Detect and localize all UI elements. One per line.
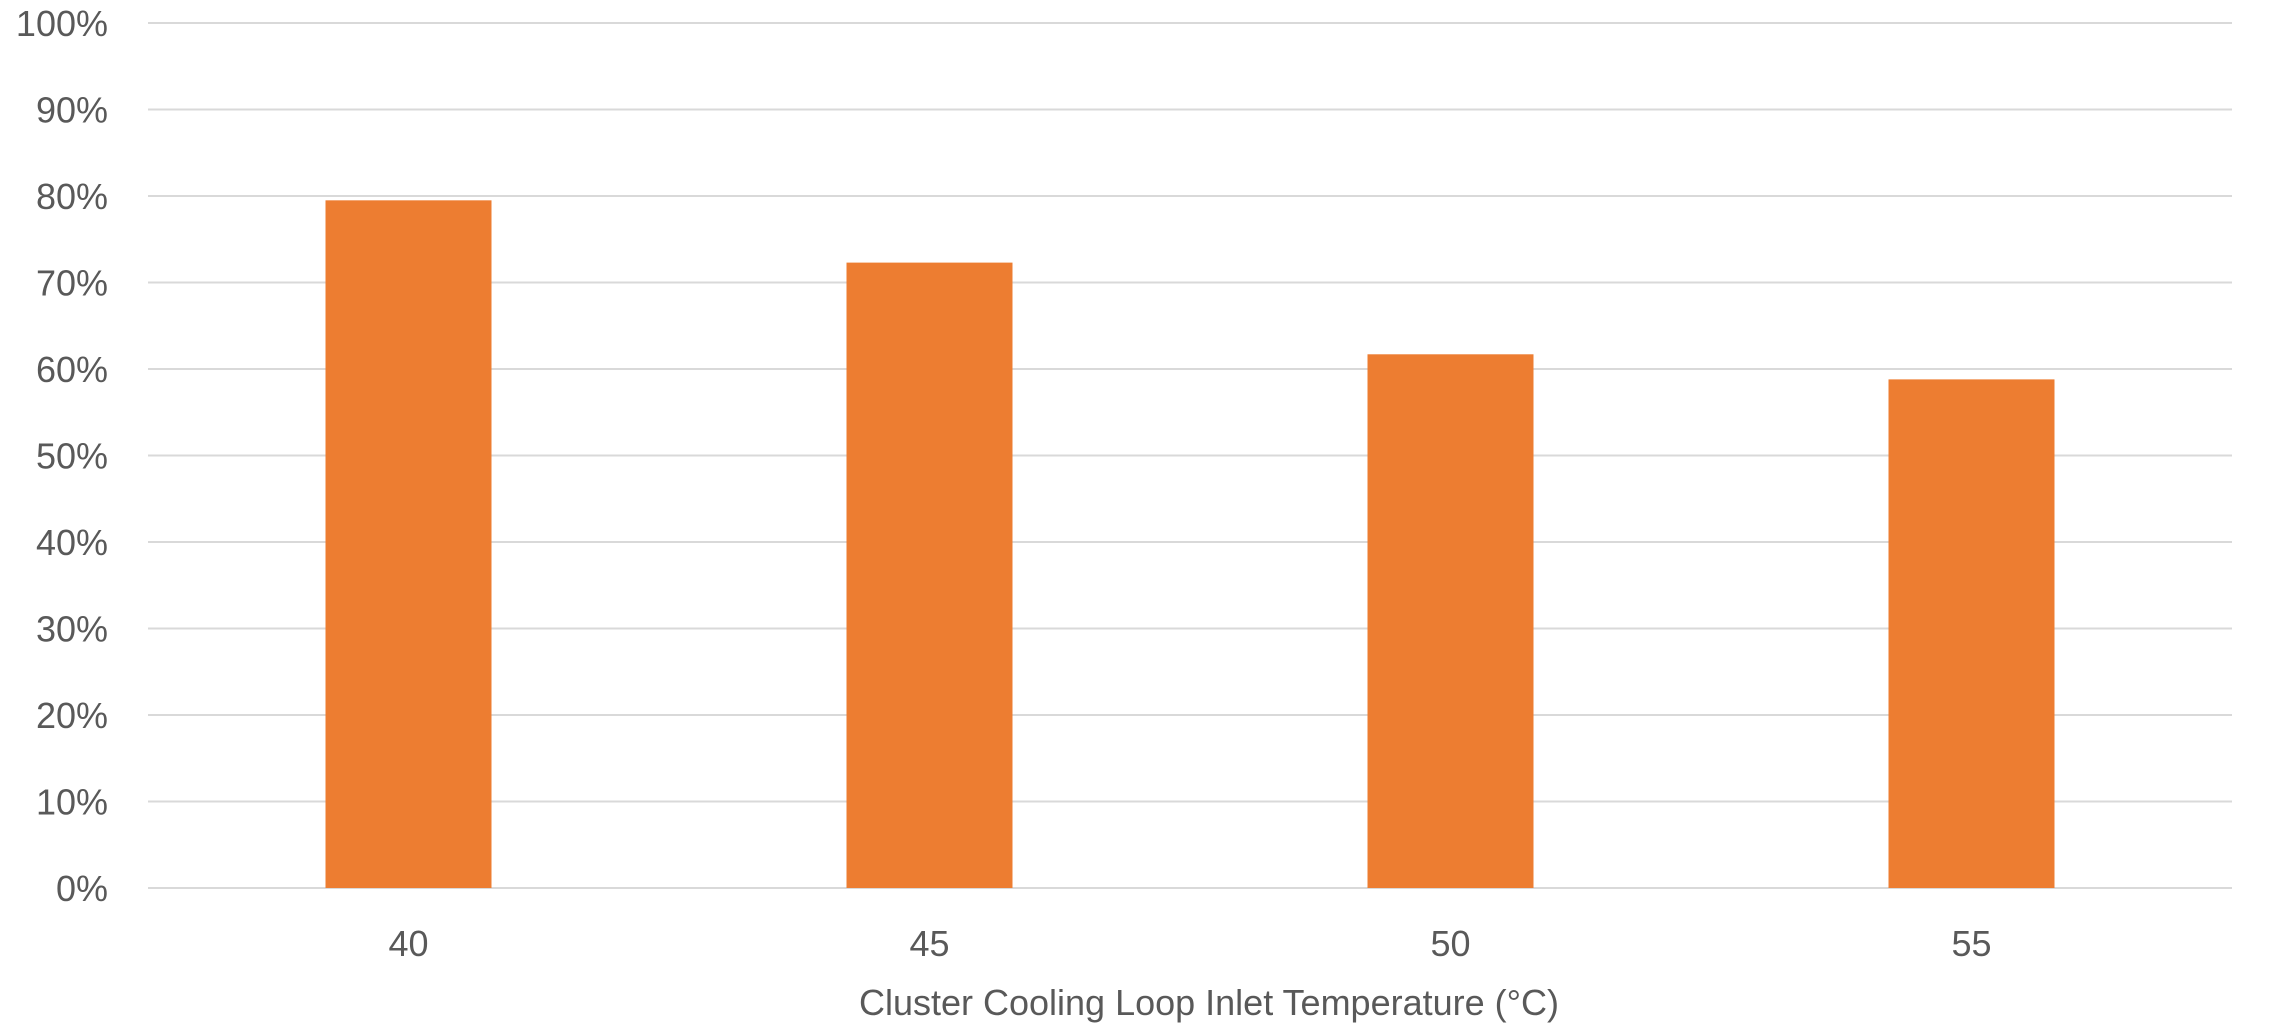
y-tick-label: 70% <box>36 263 108 304</box>
y-tick-label: 0% <box>56 868 108 909</box>
bar-55 <box>1888 379 2055 888</box>
y-tick-label: 30% <box>36 609 108 650</box>
y-axis-ticks: 0% 10% 20% 30% 40% 50% 60% 70% 80% 90% 100% <box>16 3 108 909</box>
x-axis-title: Cluster Cooling Loop Inlet Temperature (… <box>859 982 1559 1023</box>
y-tick-label: 80% <box>36 176 108 217</box>
x-tick-label: 50 <box>1430 923 1470 964</box>
bar-50 <box>1367 354 1534 888</box>
gridlines <box>148 22 2232 889</box>
x-axis-ticks: 40 45 50 55 <box>388 923 1991 964</box>
y-tick-label: 10% <box>36 782 108 823</box>
x-tick-label: 40 <box>388 923 428 964</box>
y-tick-label: 100% <box>16 3 108 44</box>
y-tick-label: 20% <box>36 695 108 736</box>
bar-40 <box>325 200 492 888</box>
y-tick-label: 50% <box>36 436 108 477</box>
bar-45 <box>846 262 1013 889</box>
bars <box>325 200 2055 889</box>
y-tick-label: 40% <box>36 522 108 563</box>
x-tick-label: 45 <box>909 923 949 964</box>
y-tick-label: 90% <box>36 90 108 131</box>
x-tick-label: 55 <box>1951 923 1991 964</box>
y-tick-label: 60% <box>36 349 108 390</box>
